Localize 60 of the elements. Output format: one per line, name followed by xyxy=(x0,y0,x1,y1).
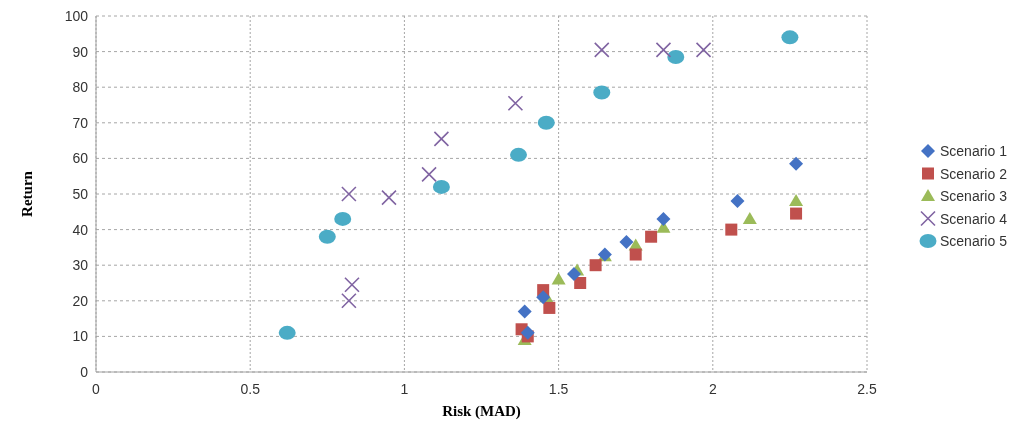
point xyxy=(742,211,757,224)
point xyxy=(567,267,582,282)
point xyxy=(537,115,555,130)
point xyxy=(381,189,397,206)
point xyxy=(790,207,803,220)
point xyxy=(789,194,804,207)
point xyxy=(695,42,712,58)
point xyxy=(543,301,556,314)
point xyxy=(520,325,535,340)
legend-label: Scenario 3 xyxy=(940,188,1008,204)
point xyxy=(421,166,437,183)
point xyxy=(655,42,672,58)
point xyxy=(507,95,524,112)
point xyxy=(619,235,634,250)
y-tick-label: 80 xyxy=(72,79,89,96)
point xyxy=(432,179,450,194)
point xyxy=(341,186,357,202)
x-tick-label: 1.5 xyxy=(548,381,569,397)
y-tick-label: 60 xyxy=(72,150,89,167)
point xyxy=(341,293,357,309)
x-axis-title: Risk (MAD) xyxy=(442,403,521,420)
point xyxy=(593,85,611,100)
y-axis-title: Return xyxy=(19,170,35,217)
point xyxy=(517,304,532,319)
y-tick-label: 100 xyxy=(64,8,89,24)
legend-label: Scenario 4 xyxy=(940,210,1008,227)
y-tick-label: 30 xyxy=(72,257,89,274)
x-tick-label: 0.5 xyxy=(240,381,261,397)
point xyxy=(667,49,685,64)
point xyxy=(645,230,658,243)
point xyxy=(433,131,450,147)
point xyxy=(551,272,566,285)
point xyxy=(725,223,738,236)
legend-label: Scenario 1 xyxy=(940,143,1008,159)
legend-label: Scenario 2 xyxy=(940,165,1008,182)
point xyxy=(574,277,587,289)
point xyxy=(789,156,804,171)
y-tick-label: 0 xyxy=(80,364,89,380)
point xyxy=(334,211,352,226)
point xyxy=(656,211,671,226)
point xyxy=(278,325,296,340)
point xyxy=(781,30,799,45)
y-tick-label: 70 xyxy=(72,114,89,131)
x-tick-label: 2.5 xyxy=(857,381,877,397)
point xyxy=(730,194,745,209)
y-tick-label: 20 xyxy=(72,292,89,309)
point xyxy=(589,259,602,272)
y-tick-label: 10 xyxy=(72,328,89,345)
point xyxy=(593,42,610,58)
point xyxy=(344,276,360,293)
y-tick-label: 50 xyxy=(72,186,89,202)
legend-label: Scenario 5 xyxy=(940,233,1008,249)
x-tick-label: 2 xyxy=(708,381,717,397)
point xyxy=(318,229,336,244)
x-tick-label: 1 xyxy=(400,381,409,397)
point xyxy=(510,147,528,162)
y-tick-label: 40 xyxy=(72,221,89,238)
x-tick-label: 0 xyxy=(92,381,101,397)
point xyxy=(629,248,642,261)
y-tick-label: 90 xyxy=(72,43,89,60)
